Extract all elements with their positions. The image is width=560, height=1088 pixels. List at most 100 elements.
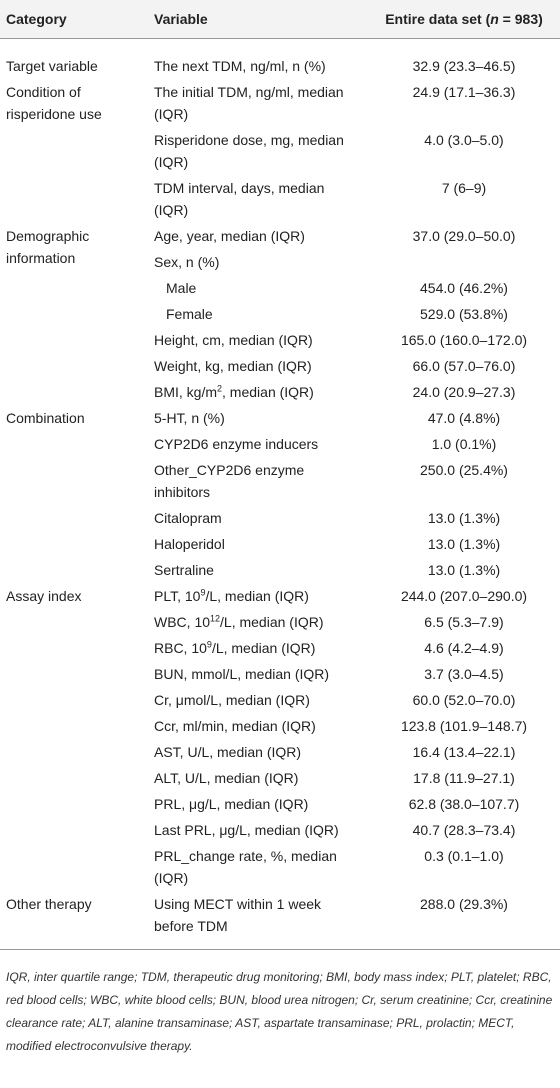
variable-text: /L, median (IQR) [220, 614, 324, 630]
table-row: Cr, μmol/L, median (IQR) 60.0 (52.0–70.0) [0, 687, 560, 713]
table-row: ALT, U/L, median (IQR) 17.8 (11.9–27.1) [0, 765, 560, 791]
category-cell: Condition of risperidone use [6, 84, 102, 122]
table-row: Height, cm, median (IQR) 165.0 (160.0–172… [0, 327, 560, 353]
table-row: TDM interval, days, median (IQR) 7 (6–9) [0, 175, 560, 223]
variable-cell: BUN, mmol/L, median (IQR) [154, 666, 330, 682]
header-row: Category Variable Entire data set (n = 9… [0, 0, 560, 39]
table-row: Other therapy Using MECT within 1 week be… [0, 891, 560, 950]
variable-cell: Height, cm, median (IQR) [154, 332, 313, 348]
variable-text: , median (IQR) [222, 384, 314, 400]
variable-cell: Other_CYP2D6 enzyme inhibitors [154, 462, 305, 500]
variable-cell: The initial TDM, ng/ml, median (IQR) [154, 84, 344, 122]
header-text: n [490, 11, 499, 27]
data-table: Category Variable Entire data set (n = 9… [0, 0, 560, 950]
table-row: Combination 5-HT, n (%) 47.0 (4.8%) [0, 405, 560, 431]
table-row: Assay index PLT, 109/L, median (IQR) 244.0… [0, 583, 560, 609]
variable-text: /L, median (IQR) [211, 640, 316, 656]
variable-cell: RBC, 109/L, median (IQR) [148, 635, 368, 661]
superscript: 12 [210, 613, 221, 624]
value-cell: 13.0 (1.3%) [427, 510, 501, 526]
table-row: PRL, μg/L, median (IQR) 62.8 (38.0–107.7) [0, 791, 560, 817]
variable-cell: The next TDM, ng/ml, n (%) [154, 58, 326, 74]
value-cell: 60.0 (52.0–70.0) [412, 692, 516, 708]
superscript: 9 [206, 639, 212, 650]
table-row: Other_CYP2D6 enzyme inhibitors 250.0 (25.… [0, 457, 560, 505]
category-cell: Target variable [6, 58, 98, 74]
category-cell: Assay index [6, 588, 82, 604]
value-cell: 16.4 (13.4–22.1) [412, 744, 516, 760]
value-cell: 47.0 (4.8%) [427, 410, 501, 426]
value-cell: 1.0 (0.1%) [431, 436, 497, 452]
header-text: = 983) [498, 11, 543, 27]
variable-cell: Weight, kg, median (IQR) [154, 358, 312, 374]
variable-cell: Sex, n (%) [154, 254, 220, 270]
variable-cell: Haloperidol [154, 536, 225, 552]
variable-cell: Risperidone dose, mg, median (IQR) [154, 132, 344, 170]
table-row: Female 529.0 (53.8%) [0, 301, 560, 327]
value-cell: 529.0 (53.8%) [420, 306, 508, 322]
value-cell: 13.0 (1.3%) [427, 562, 501, 578]
header-cell: Variable [148, 0, 368, 39]
table-row: Haloperidol 13.0 (1.3%) [0, 531, 560, 557]
table-header: Category Variable Entire data set (n = 9… [0, 0, 560, 39]
value-cell: 244.0 (207.0–290.0) [400, 588, 528, 604]
variable-text: WBC, 10 [154, 614, 211, 630]
table-row: BUN, mmol/L, median (IQR) 3.7 (3.0–4.5) [0, 661, 560, 687]
value-cell: 24.0 (20.9–27.3) [412, 384, 516, 400]
table-row: Weight, kg, median (IQR) 66.0 (57.0–76.0) [0, 353, 560, 379]
variable-cell: ALT, U/L, median (IQR) [154, 770, 299, 786]
variable-cell: Ccr, ml/min, median (IQR) [154, 718, 316, 734]
variable-cell: PRL_change rate, %, median (IQR) [154, 848, 337, 886]
superscript: 2 [217, 383, 223, 394]
table-row: Sex, n (%) [0, 249, 560, 275]
table-body: Target variable The next TDM, ng/ml, n (%… [0, 39, 560, 950]
value-cell: 0.3 (0.1–1.0) [424, 848, 504, 864]
value-cell: 3.7 (3.0–4.5) [424, 666, 504, 682]
variable-cell: 5-HT, n (%) [154, 410, 225, 426]
table-row: Citalopram 13.0 (1.3%) [0, 505, 560, 531]
variable-cell: PLT, 109/L, median (IQR) [148, 583, 368, 609]
variable-cell: CYP2D6 enzyme inducers [154, 436, 319, 452]
variable-cell: TDM interval, days, median (IQR) [154, 180, 325, 218]
variable-cell: Last PRL, μg/L, median (IQR) [154, 822, 339, 838]
table-row: Target variable The next TDM, ng/ml, n (%… [0, 39, 560, 80]
superscript: 9 [200, 587, 206, 598]
variable-cell: Sertraline [154, 562, 214, 578]
value-cell: 24.9 (17.1–36.3) [412, 84, 516, 100]
value-cell: 66.0 (57.0–76.0) [412, 358, 516, 374]
table-row: Condition of risperidone use The initial … [0, 79, 560, 127]
variable-cell: Female [166, 306, 213, 322]
category-cell: Demographic information [6, 228, 90, 266]
variable-cell: Using MECT within 1 week before TDM [148, 891, 368, 950]
table-row: Male 454.0 (46.2%) [0, 275, 560, 301]
variable-text: PLT, 10 [154, 588, 201, 604]
variable-cell: Male [166, 280, 197, 296]
table-row: WBC, 1012/L, median (IQR) 6.5 (5.3–7.9) [0, 609, 560, 635]
value-cell: 165.0 (160.0–172.0) [400, 332, 528, 348]
value-cell [368, 249, 560, 275]
table-row: Last PRL, μg/L, median (IQR) 40.7 (28.3–7… [0, 817, 560, 843]
table-row: Sertraline 13.0 (1.3%) [0, 557, 560, 583]
value-cell: 288.0 (29.3%) [368, 891, 560, 950]
table-row: PRL_change rate, %, median (IQR) 0.3 (0.1… [0, 843, 560, 891]
header-text: Entire data set ( [385, 11, 491, 27]
value-cell: 250.0 (25.4%) [420, 462, 508, 478]
value-cell: 4.0 (3.0–5.0) [424, 132, 504, 148]
table-row: CYP2D6 enzyme inducers 1.0 (0.1%) [0, 431, 560, 457]
variable-cell: PRL, μg/L, median (IQR) [154, 796, 309, 812]
value-cell: 32.9 (23.3–46.5) [412, 58, 516, 74]
value-cell: 13.0 (1.3%) [427, 536, 501, 552]
variable-cell: Citalopram [154, 510, 222, 526]
variable-text: /L, median (IQR) [205, 588, 309, 604]
value-cell: 4.6 (4.2–4.9) [424, 640, 504, 656]
table-row: Ccr, ml/min, median (IQR) 123.8 (101.9–14… [0, 713, 560, 739]
variable-text: RBC, 10 [154, 640, 207, 656]
value-cell: 40.7 (28.3–73.4) [412, 822, 516, 838]
value-cell: 454.0 (46.2%) [420, 280, 508, 296]
value-cell: 17.8 (11.9–27.1) [413, 770, 515, 786]
value-cell: 62.8 (38.0–107.7) [408, 796, 520, 812]
variable-cell: BMI, kg/m2, median (IQR) [148, 379, 368, 405]
value-cell: 6.5 (5.3–7.9) [424, 614, 504, 630]
table-row: Demographic information Age, year, median… [0, 223, 560, 266]
